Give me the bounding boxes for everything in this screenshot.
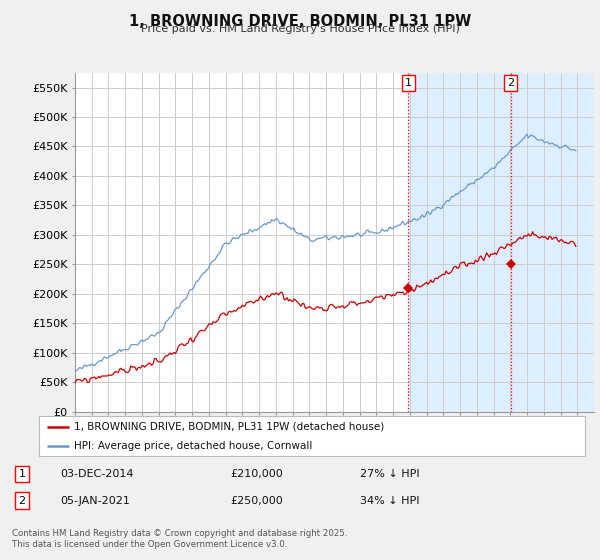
Text: £250,000: £250,000 — [230, 496, 283, 506]
Text: Price paid vs. HM Land Registry's House Price Index (HPI): Price paid vs. HM Land Registry's House … — [140, 24, 460, 34]
Text: 27% ↓ HPI: 27% ↓ HPI — [360, 469, 419, 479]
Text: 1: 1 — [405, 78, 412, 88]
Text: 05-JAN-2021: 05-JAN-2021 — [60, 496, 130, 506]
Text: 1: 1 — [19, 469, 25, 479]
Text: 03-DEC-2014: 03-DEC-2014 — [60, 469, 133, 479]
Bar — [409, 73, 594, 412]
Text: 1, BROWNING DRIVE, BODMIN, PL31 1PW (detached house): 1, BROWNING DRIVE, BODMIN, PL31 1PW (det… — [74, 422, 385, 432]
Text: Contains HM Land Registry data © Crown copyright and database right 2025.
This d: Contains HM Land Registry data © Crown c… — [12, 529, 347, 549]
Text: 2: 2 — [507, 78, 514, 88]
Text: HPI: Average price, detached house, Cornwall: HPI: Average price, detached house, Corn… — [74, 441, 313, 450]
Text: 2: 2 — [19, 496, 26, 506]
Text: 1, BROWNING DRIVE, BODMIN, PL31 1PW: 1, BROWNING DRIVE, BODMIN, PL31 1PW — [129, 14, 471, 29]
Text: 34% ↓ HPI: 34% ↓ HPI — [360, 496, 419, 506]
Text: £210,000: £210,000 — [230, 469, 283, 479]
